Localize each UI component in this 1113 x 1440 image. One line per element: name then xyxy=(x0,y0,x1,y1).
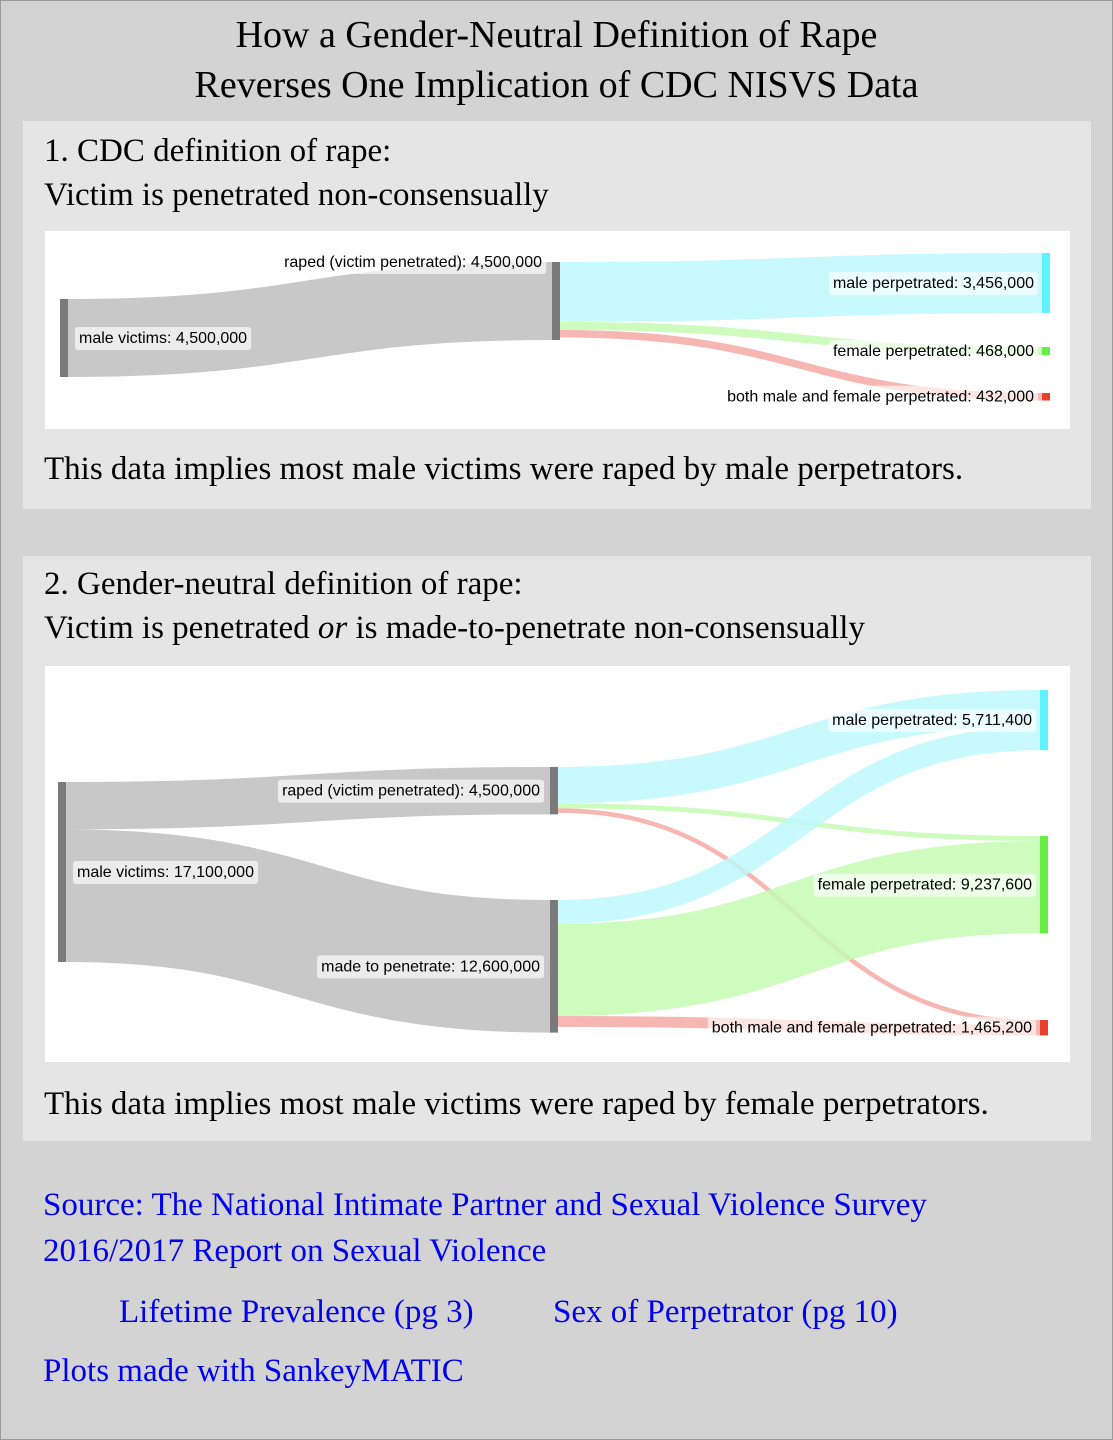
panel-cdc-definition: 1. CDC definition of rape: Victim is pen… xyxy=(23,121,1091,509)
label-bg-both_perp xyxy=(707,1016,1037,1040)
label-bg-raped xyxy=(278,779,545,803)
node-female_perp xyxy=(1040,836,1048,934)
label-bg-female_perp xyxy=(813,873,1037,897)
panel1-heading-2: Victim is penetrated non-consensually xyxy=(44,177,549,213)
source-link-line-2[interactable]: 2016/2017 Report on Sexual Violence xyxy=(43,1233,547,1269)
label-bg-male_perp xyxy=(828,271,1039,295)
label-bg-female_perp xyxy=(828,340,1039,364)
panel2-heading-1: 2. Gender-neutral definition of rape: xyxy=(44,566,523,602)
panel1-implication: This data implies most male victims were… xyxy=(44,451,964,487)
node-male_victims xyxy=(60,299,68,377)
panel-gender-neutral-definition: 2. Gender-neutral definition of rape: Vi… xyxy=(23,556,1091,1141)
node-both_perp xyxy=(1042,393,1050,401)
panel2-heading-2-emphasis: or xyxy=(317,610,348,646)
node-male_victims xyxy=(58,782,66,962)
panel1-chart-box: male victims: 4,500,000 raped (victim pen… xyxy=(45,231,1070,429)
label-mtp: made to penetrate: 12,600,000 xyxy=(321,958,540,975)
link-sex-of-perpetrator[interactable]: Sex of Perpetrator (pg 10) xyxy=(553,1294,898,1330)
node-raped xyxy=(550,767,558,815)
label-female_perp: female perpetrated: 468,000 xyxy=(833,343,1034,360)
label-bg-raped xyxy=(280,251,547,274)
labels: male victims: 4,500,000 raped (victim pen… xyxy=(75,251,1039,409)
label-male_victims: male victims: 4,500,000 xyxy=(79,330,247,347)
label-bg-both_perp xyxy=(723,385,1039,409)
label-male_victims: male victims: 17,100,000 xyxy=(77,864,254,881)
link-sankeymatic[interactable]: Plots made with SankeyMATIC xyxy=(43,1353,464,1389)
node-female_perp xyxy=(1042,347,1050,356)
node-raped xyxy=(552,262,560,340)
flow-mtp-to-male_perp xyxy=(557,726,1041,924)
label-female_perp: female perpetrated: 9,237,600 xyxy=(818,877,1032,894)
labels: male victims: 17,100,000 raped (victim pe… xyxy=(73,709,1037,1040)
sankey-chart-2: male victims: 17,100,000 raped (victim pe… xyxy=(58,690,1048,1040)
label-bg-male_perp xyxy=(828,709,1037,733)
label-both_perp: both male and female perpetrated: 432,00… xyxy=(727,389,1034,406)
sankey-chart-1: male victims: 4,500,000 raped (victim pen… xyxy=(60,251,1050,409)
panel2-heading-2-post: is made-to-penetrate non-consensually xyxy=(347,610,865,646)
node-mtp xyxy=(550,900,558,1033)
label-bg-male_victims xyxy=(75,327,252,350)
node-both_perp xyxy=(1040,1020,1048,1036)
label-male_perp: male perpetrated: 3,456,000 xyxy=(833,275,1034,292)
figure-title: How a Gender-Neutral Definition of Rape … xyxy=(0,10,1113,110)
label-both_perp: both male and female perpetrated: 1,465,… xyxy=(712,1020,1032,1037)
link-lifetime-prevalence[interactable]: Lifetime Prevalence (pg 3) xyxy=(119,1294,474,1330)
source-link-line-1[interactable]: Source: The National Intimate Partner an… xyxy=(43,1187,927,1223)
title-line-1: How a Gender-Neutral Definition of Rape xyxy=(235,14,878,56)
label-raped: raped (victim penetrated): 4,500,000 xyxy=(282,783,540,800)
node-male_perp xyxy=(1042,253,1050,313)
panel2-heading-2-pre: Victim is penetrated xyxy=(44,610,318,646)
title-line-2: Reverses One Implication of CDC NISVS Da… xyxy=(194,64,919,106)
panel2-implication: This data implies most male victims were… xyxy=(44,1086,989,1122)
node-male_perp xyxy=(1040,690,1048,751)
label-bg-mtp xyxy=(317,955,545,979)
nodes xyxy=(58,690,1048,1036)
nodes xyxy=(60,253,1050,401)
label-male_perp: male perpetrated: 5,711,400 xyxy=(832,712,1032,729)
panel1-heading-1: 1. CDC definition of rape: xyxy=(44,133,392,169)
label-bg-male_victims xyxy=(73,861,259,884)
panel2-chart-box: male victims: 17,100,000 raped (victim pe… xyxy=(45,666,1070,1062)
label-raped: raped (victim penetrated): 4,500,000 xyxy=(284,254,542,271)
panel2-heading-2: Victim is penetrated or is made-to-penet… xyxy=(44,606,865,650)
